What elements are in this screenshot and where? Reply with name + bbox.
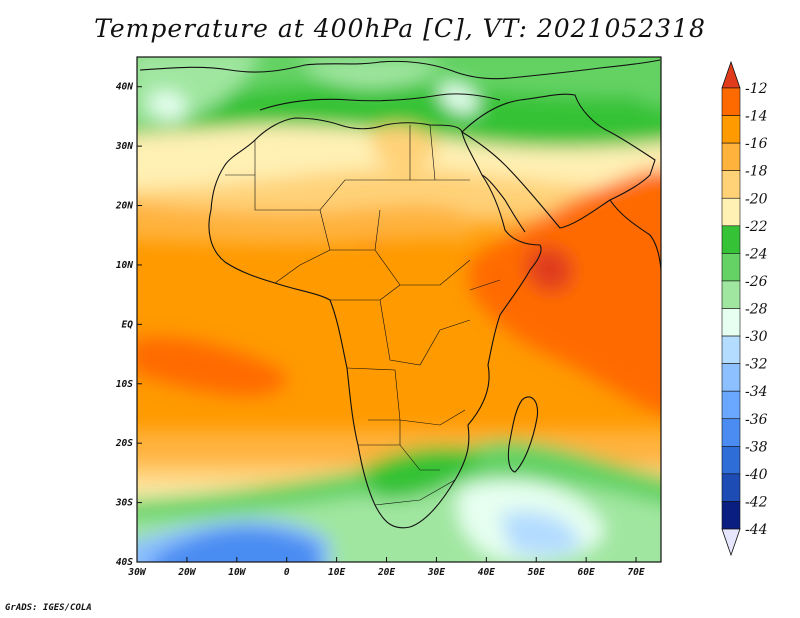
gulf-coast [609,199,661,271]
colorbar-label: -42 [745,494,768,510]
colorbar-label: -28 [745,302,768,318]
colorbar-label: -18 [745,164,768,180]
plot-frame [136,56,662,563]
lat-tick-label: 30S [115,498,133,509]
colorbar-label: -14 [745,109,768,125]
colorbar-swatch [721,418,741,447]
arabia-coast [461,93,656,229]
lat-tick-label: 20S [115,438,133,449]
colorbar-label: -20 [745,191,768,207]
lon-tick-label: 20W [177,567,196,578]
grads-credit: GrADS: IGES/COLA [5,603,92,613]
colorbar-swatch [721,142,741,171]
madagascar-coast [507,396,539,473]
colorbar-swatch [721,501,741,530]
colorbar-label: -38 [745,439,768,455]
lon-tick-label: 10W [228,567,246,578]
colorbar-label: -36 [745,412,768,428]
colorbar: -12 -14 -16 -18 -20 -22 -24 -26 -28 -30 -32 -34 -36 -… [721,60,768,557]
colorbar-label: -40 [745,467,768,483]
colorbar-label: -32 [745,357,768,373]
colorbar-swatch [721,308,741,337]
lon-tick-label: 60E [578,567,595,578]
colorbar-swatch [721,87,741,116]
lon-tick-label: 70E [627,567,644,578]
lon-tick-label: 40E [478,567,495,578]
colorbar-swatch [721,197,741,227]
mediterranean-north [259,93,501,111]
red-sea [481,174,526,233]
colorbar-label: -24 [745,246,768,262]
colorbar-label: -16 [745,136,768,152]
lon-tick-label: 50E [528,567,545,578]
lat-tick-label: 40S [116,557,133,568]
lon-tick-label: 0 [284,567,290,578]
colorbar-swatch [721,390,741,420]
colorbar-swatch [721,280,741,309]
country-borders [225,124,501,506]
lat-tick-label: 40N [116,82,133,93]
colorbar-swatch [721,446,741,475]
colorbar-label: -44 [745,522,768,538]
lon-tick-label: 10E [328,567,345,578]
colorbar-label: -12 [745,81,768,97]
colorbar-swatch [721,115,741,144]
lat-tick-label: 10S [116,379,133,390]
map-title: Temperature at 400hPa [C], VT: 202105231… [94,14,706,43]
colorbar-upper-arrow [721,60,741,89]
africa-coast [208,117,542,529]
lat-tick-label: 30N [115,141,133,152]
colorbar-swatch [721,473,741,502]
lat-tick-label: 10N [116,260,133,271]
lon-tick-label: 30W [127,567,146,578]
lon-tick-label: 30E [427,567,445,578]
europe-coast [139,59,661,80]
colorbar-swatch [721,363,741,392]
lat-tick-label: 20N [115,201,133,212]
colorbar-swatch [721,335,741,364]
colorbar-label: -26 [745,274,768,290]
colorbar-label: -30 [745,329,768,345]
colorbar-swatch [721,253,741,282]
colorbar-swatch [721,170,741,199]
colorbar-label: -34 [745,384,768,400]
colorbar-label: -22 [745,219,768,235]
longitude-ticks: 30W 20W 10W 0 10E 20E 30E 40E 50E 60E 70E [127,557,645,578]
temperature-field [137,57,661,562]
lat-tick-label: EQ [122,319,134,330]
coastlines [139,59,661,529]
colorbar-swatch [721,225,741,254]
lon-tick-label: 20E [377,567,395,578]
latitude-ticks: 40N 30N 20N 10N EQ 10S 20S 30S 40S [115,82,142,568]
colorbar-lower-arrow [721,528,741,557]
